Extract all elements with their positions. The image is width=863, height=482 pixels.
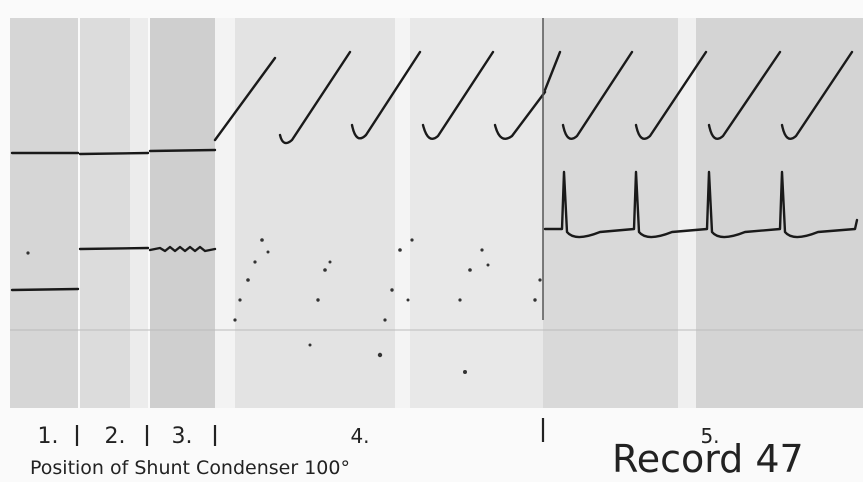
trace bbox=[78, 246, 150, 251]
section-label: 2. bbox=[105, 424, 126, 449]
trace bbox=[278, 50, 352, 145]
trace bbox=[493, 90, 547, 140]
trace bbox=[543, 50, 562, 92]
section-label: 5. bbox=[700, 424, 719, 448]
strip bbox=[395, 18, 410, 408]
strip bbox=[410, 18, 543, 408]
trace bbox=[707, 50, 782, 140]
section-label: 1. bbox=[38, 424, 59, 449]
trace bbox=[148, 245, 217, 253]
strip bbox=[10, 18, 78, 408]
strip bbox=[235, 18, 395, 408]
separators bbox=[75, 418, 545, 446]
scatter-marks bbox=[26, 238, 542, 374]
trace bbox=[561, 50, 634, 140]
trace bbox=[634, 50, 708, 140]
strip bbox=[678, 18, 696, 408]
trace bbox=[213, 56, 277, 142]
trace bbox=[78, 151, 150, 156]
strip bbox=[130, 18, 148, 408]
trace bbox=[780, 50, 854, 140]
trace bbox=[10, 287, 80, 292]
trace bbox=[543, 170, 859, 239]
record-title: Record 47 bbox=[612, 437, 804, 481]
caption: Position of Shunt Condenser 100° bbox=[30, 457, 350, 479]
trace bbox=[421, 50, 495, 140]
trace bbox=[148, 148, 217, 153]
strip bbox=[80, 18, 130, 408]
strip bbox=[215, 18, 235, 408]
section-label: 3. bbox=[172, 424, 193, 449]
trace bbox=[350, 50, 422, 140]
section-label: 4. bbox=[350, 424, 369, 448]
strip bbox=[150, 18, 215, 408]
